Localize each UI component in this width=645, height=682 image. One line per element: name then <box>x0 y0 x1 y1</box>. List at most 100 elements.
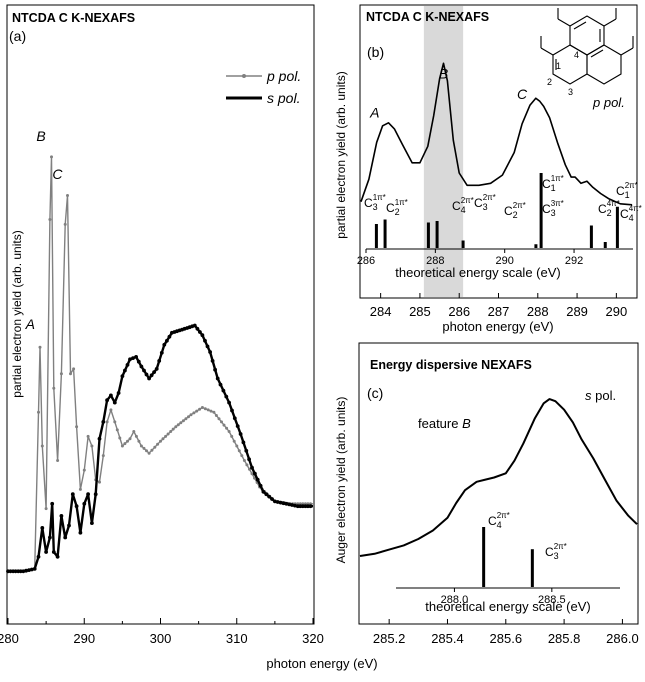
data-point <box>128 357 132 362</box>
data-point <box>66 194 69 197</box>
data-point <box>137 439 141 443</box>
data-point <box>18 569 23 574</box>
data-point <box>63 222 67 226</box>
data-point <box>40 526 45 530</box>
data-point <box>82 501 87 506</box>
data-point <box>241 440 246 445</box>
data-point <box>306 504 310 509</box>
transition-label: C32π* <box>545 542 567 561</box>
transition-label: C42π* <box>488 511 510 530</box>
data-point <box>24 568 28 573</box>
data-point <box>48 535 52 540</box>
data-point <box>206 408 210 412</box>
data-point <box>152 370 157 374</box>
data-point <box>270 497 274 501</box>
data-point <box>235 444 239 448</box>
panel-b-title: NTCDA C K-NEXAFS <box>366 10 489 24</box>
panel-a-x-axis: 280 290 300 310 320 <box>0 618 324 646</box>
data-point <box>128 437 132 441</box>
data-point <box>52 386 56 390</box>
data-point <box>165 338 169 343</box>
data-point <box>113 420 117 424</box>
data-point <box>38 345 42 349</box>
data-point <box>221 388 226 393</box>
data-point <box>267 494 272 499</box>
data-point <box>230 408 234 413</box>
data-point <box>13 569 18 574</box>
data-point <box>159 439 162 443</box>
transition-label: C11π* <box>542 174 564 193</box>
data-point <box>308 504 313 509</box>
data-point <box>159 350 164 355</box>
panel-c-title: Energy dispersive NEXAFS <box>370 358 532 372</box>
data-point <box>192 323 197 328</box>
panel-c-ylabel: Auger electron yield (arb. units) <box>334 397 348 564</box>
data-point <box>105 398 109 403</box>
data-point <box>161 437 165 441</box>
panel-b-theory-stick-spectrum: 286 288 290 292 C31π*C21π* C42π* C32π* C22π* C33… <box>357 173 642 267</box>
data-point <box>78 530 83 535</box>
panel-b-xlabel: photon energy (eV) <box>442 319 553 334</box>
data-point <box>198 407 202 411</box>
series-line-spol-pol <box>8 324 313 573</box>
data-point <box>164 434 168 438</box>
data-point <box>240 454 244 458</box>
panel-b-label: (b) <box>367 44 384 60</box>
data-point <box>44 507 48 511</box>
data-point <box>132 430 136 433</box>
data-point <box>123 442 127 446</box>
panel-b-theory-label: theoretical energy scale (eV) <box>395 265 560 280</box>
data-point <box>149 373 154 378</box>
panel-c-x-tick-label: 285.6 <box>490 631 523 646</box>
data-point <box>98 480 101 484</box>
data-point <box>200 333 205 338</box>
panel-a-peak-labels: A B C <box>25 128 64 332</box>
data-point <box>179 421 183 425</box>
data-point <box>217 417 221 421</box>
data-point <box>50 501 55 506</box>
panel-c-x-axis: 285.2 285.4 285.6 285.8 286.0 <box>373 619 639 646</box>
data-point <box>82 468 86 472</box>
data-point <box>232 439 236 443</box>
data-point <box>36 554 41 559</box>
molecule-atom-3: 3 <box>568 87 573 97</box>
data-point <box>118 436 122 440</box>
panel-b-peak-labels: A B C <box>369 66 528 121</box>
transition-label: C42π* <box>452 196 474 215</box>
transition-label: C22π* <box>504 201 526 220</box>
panel-a: NTCDA C K-NEXAFS (a) partial electron yi… <box>0 4 324 646</box>
data-point <box>214 414 218 417</box>
data-point <box>139 364 144 369</box>
panel-b-x-tick-label: 287 <box>488 304 510 319</box>
data-point <box>134 434 138 438</box>
panel-b-x-tick-label: 285 <box>409 304 431 319</box>
data-point <box>232 416 237 421</box>
data-point <box>123 368 127 373</box>
data-point <box>235 424 240 428</box>
data-point <box>93 492 98 497</box>
data-point <box>253 471 257 476</box>
series-line-ppol-pol <box>8 156 313 572</box>
panel-c-x-tick-label: 285.2 <box>373 631 406 646</box>
transition-label: C12π* <box>616 181 638 200</box>
molecule-atom-4: 4 <box>574 50 579 60</box>
data-point <box>67 523 71 528</box>
data-point <box>86 434 90 438</box>
data-point <box>230 434 234 438</box>
panel-c-annotation: feature B <box>418 416 471 431</box>
data-point <box>261 489 266 494</box>
data-point <box>205 344 210 349</box>
panel-c-polarization: s pol. <box>585 388 616 403</box>
peak-label-c: C <box>517 86 528 102</box>
data-point <box>209 409 213 413</box>
data-point <box>74 504 79 509</box>
panel-a-title: NTCDA C K-NEXAFS <box>12 11 135 25</box>
panel-b-x-tick-label: 288 <box>527 304 549 319</box>
panel-b-x-tick-label: 289 <box>566 304 588 319</box>
panel-b-x-tick-label: 286 <box>448 304 470 319</box>
data-point <box>220 420 223 424</box>
panel-c: Energy dispersive NEXAFS (c) s pol. feat… <box>334 342 639 646</box>
data-point <box>145 449 148 453</box>
data-point <box>29 567 34 572</box>
